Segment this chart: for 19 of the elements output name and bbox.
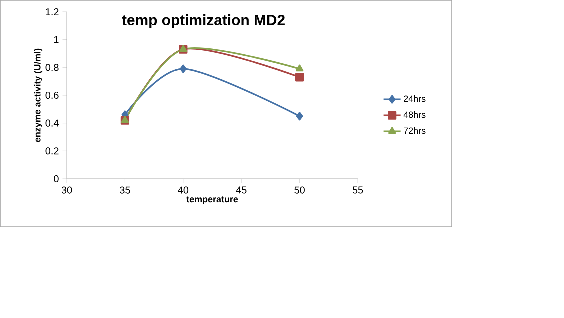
y-tick-label: 0.6 — [46, 92, 59, 100]
y-tick-label: 0.4 — [46, 120, 59, 127]
y-tick-label: 0 — [54, 175, 59, 183]
x-tick-label: 45 — [236, 186, 247, 194]
legend-label: 24hrs — [404, 96, 426, 102]
chart-title: temp optimization MD2 — [122, 14, 285, 28]
x-tick-label: 50 — [294, 186, 305, 194]
y-tick-label: 0.2 — [46, 148, 59, 155]
x-tick-label: 35 — [120, 186, 130, 194]
y-tick-label: 0.8 — [46, 64, 59, 72]
y-axis-title: enzyme activity (U/ml) — [34, 48, 43, 142]
x-tick-label: 55 — [352, 186, 364, 194]
y-tick-label: 1.2 — [46, 8, 59, 16]
x-axis-title: temperature — [186, 196, 238, 204]
legend-label: 72hrs — [404, 128, 426, 134]
x-tick-label: 30 — [62, 186, 72, 194]
x-tick-label: 40 — [178, 186, 189, 194]
legend-label: 48hrs — [404, 112, 426, 118]
y-tick-label: 1 — [54, 36, 59, 44]
